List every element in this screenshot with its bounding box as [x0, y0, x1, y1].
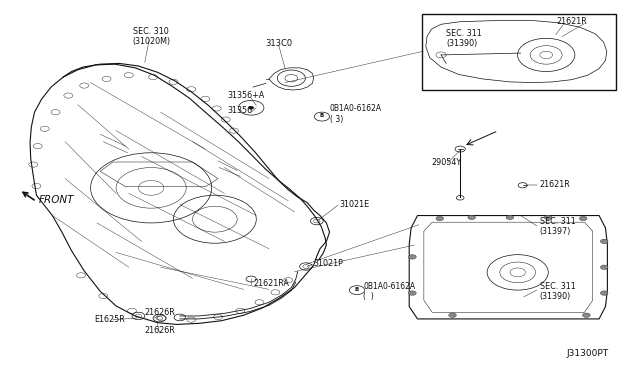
Circle shape — [408, 291, 416, 295]
Text: B: B — [355, 287, 359, 292]
Circle shape — [449, 313, 456, 317]
Text: SEC. 310
(31020M): SEC. 310 (31020M) — [132, 27, 170, 46]
Bar — [422, 14, 616, 90]
Text: SEC. 311
(31390): SEC. 311 (31390) — [446, 29, 482, 48]
Text: 313C0: 313C0 — [265, 39, 292, 48]
Circle shape — [468, 215, 476, 219]
Text: 31021P: 31021P — [314, 259, 344, 268]
Circle shape — [408, 255, 416, 259]
Circle shape — [544, 215, 552, 219]
Text: 21621R: 21621R — [540, 180, 571, 189]
Circle shape — [248, 106, 253, 109]
Text: J31300PT: J31300PT — [566, 350, 609, 359]
Text: FRONT: FRONT — [38, 195, 74, 205]
Text: 21621RA: 21621RA — [253, 279, 289, 288]
Text: 31356+A: 31356+A — [228, 91, 265, 100]
Text: SEC. 311
(31397): SEC. 311 (31397) — [540, 217, 575, 236]
Text: 21626R: 21626R — [144, 326, 175, 335]
Text: 31021E: 31021E — [339, 200, 369, 209]
Text: SEC. 311
(31390): SEC. 311 (31390) — [540, 282, 575, 301]
Text: 29054Y: 29054Y — [431, 157, 461, 167]
Text: 21621R: 21621R — [556, 17, 587, 26]
Circle shape — [506, 215, 514, 219]
Text: E1625R: E1625R — [94, 315, 125, 324]
Circle shape — [579, 216, 587, 221]
Circle shape — [600, 265, 608, 269]
Text: 31356: 31356 — [228, 106, 253, 115]
Text: B: B — [320, 113, 324, 118]
Text: 0B1A0-6162A
(  ): 0B1A0-6162A ( ) — [364, 282, 415, 301]
Circle shape — [582, 313, 590, 317]
Circle shape — [436, 216, 444, 221]
Text: 21626R: 21626R — [144, 308, 175, 317]
Circle shape — [600, 291, 608, 295]
Text: 0B1A0-6162A
( 3): 0B1A0-6162A ( 3) — [330, 104, 381, 124]
Circle shape — [600, 239, 608, 244]
